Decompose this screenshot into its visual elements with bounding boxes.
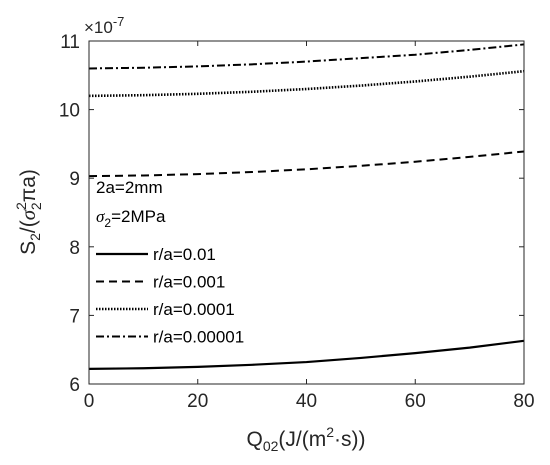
x-label-sub: 02 <box>263 438 279 454</box>
x-tick-label: 40 <box>296 391 317 412</box>
y-tick-label: 7 <box>69 306 80 327</box>
legend-label: r/a=0.001 <box>153 273 225 292</box>
x-axis-label: Q02(J/(m2·s)) <box>246 424 365 454</box>
y-exponent-prefix: ×10 <box>84 18 113 37</box>
x-label-sup: 2 <box>326 424 334 440</box>
y-tick-label: 8 <box>69 238 80 259</box>
y-tick-label: 6 <box>69 375 80 396</box>
legend-label: r/a=0.0001 <box>153 300 235 319</box>
y-exponent-label: ×10-7 <box>84 14 124 37</box>
legend-entries: r/a=0.01 r/a=0.001 r/a=0.0001 r/a=0.00001 <box>96 245 244 347</box>
x-tick-label: 80 <box>513 391 534 412</box>
x-tick-label: 0 <box>84 391 95 412</box>
y-axis-label: S2/(σ22πa) <box>13 169 44 255</box>
series-line-solid <box>88 339 525 371</box>
x-ticks: 0 20 40 60 80 <box>84 41 535 412</box>
axes-box <box>88 40 525 385</box>
series-line-dashed <box>88 150 525 178</box>
y-tick-label: 9 <box>69 169 80 190</box>
series-layer <box>88 43 525 371</box>
y-label-mid: /( <box>17 220 40 233</box>
x-label-end: ·s)) <box>334 428 365 451</box>
legend-sigma-sub: 2 <box>104 216 111 230</box>
y-tick-label: 10 <box>59 101 80 122</box>
y-label-end: πa) <box>17 169 40 202</box>
y-label-sup: 2 <box>13 202 29 210</box>
x-tick-label: 20 <box>187 391 208 412</box>
y-label-s: S <box>17 241 40 255</box>
y-ticks: 6 7 8 9 10 11 <box>59 32 524 396</box>
y-tick-label: 11 <box>60 32 80 53</box>
series-line-dotted <box>88 69 525 98</box>
x-label-q: Q <box>246 428 262 451</box>
legend-label: r/a=0.01 <box>153 245 216 264</box>
legend-line2-rest: =2MPa <box>111 207 166 226</box>
legend-header-line1: 2a=2mm <box>96 178 163 197</box>
legend-sigma: σ <box>96 207 105 226</box>
x-label-mid: (J/(m <box>278 428 326 451</box>
y-label-sub2: 2 <box>28 202 44 210</box>
legend-label: r/a=0.00001 <box>153 328 244 347</box>
y-label-sub1: 2 <box>27 233 43 241</box>
legend: 2a=2mm σ2=2MPa r/a=0.01 r/a=0.001 r/a=0.00… <box>96 178 244 347</box>
x-tick-label: 60 <box>405 391 426 412</box>
legend-header-line2: σ2=2MPa <box>96 207 166 230</box>
y-label-sigma: σ <box>16 208 40 220</box>
y-exponent-power: -7 <box>113 14 125 29</box>
